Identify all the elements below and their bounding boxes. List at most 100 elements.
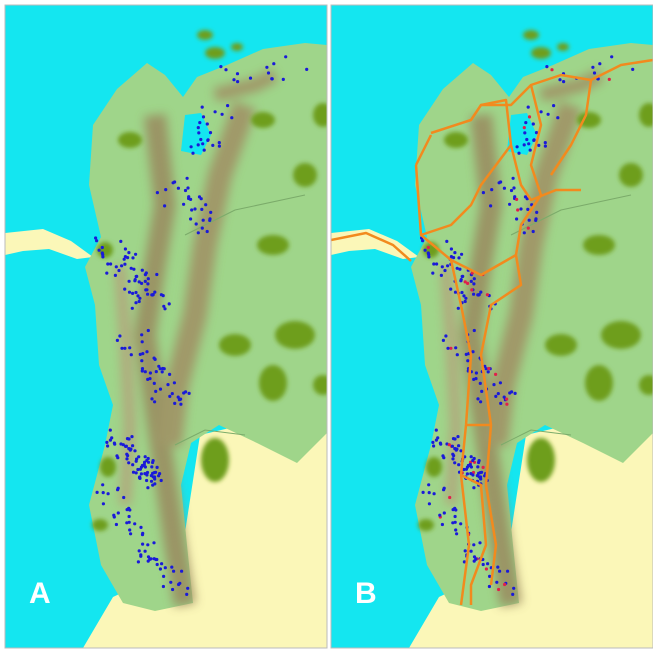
occurrence-point — [138, 300, 141, 303]
base-map — [5, 5, 333, 648]
occurrence-point — [453, 507, 456, 510]
occurrence-point — [131, 292, 134, 295]
occurrence-point — [610, 55, 613, 58]
occurrence-point — [141, 340, 144, 343]
occurrence-point — [127, 507, 130, 510]
occurrence-point — [186, 186, 189, 189]
occurrence-point — [427, 246, 430, 249]
map-figure: A B — [0, 0, 653, 650]
occurrence-point — [156, 191, 159, 194]
occurrence-point — [490, 188, 493, 191]
occurrence-point — [154, 358, 157, 361]
occurrence-point — [172, 570, 175, 573]
occurrence-point — [457, 256, 460, 259]
occurrence-point — [221, 113, 224, 116]
occurrence-point — [197, 231, 200, 234]
occurrence-point — [122, 443, 125, 446]
occurrence-point — [141, 369, 144, 372]
occurrence-point — [168, 395, 171, 398]
occurrence-point — [190, 145, 193, 148]
occurrence-point — [102, 491, 105, 494]
occurrence-point — [109, 262, 112, 265]
occurrence-point — [510, 390, 513, 393]
occurrence-point — [202, 115, 205, 118]
occurrence-point — [163, 307, 166, 310]
occurrence-point — [480, 471, 483, 474]
occurrence-point — [168, 302, 171, 305]
occurrence-point — [486, 562, 489, 565]
occurrence-point — [523, 126, 526, 129]
occurrence-point — [457, 463, 460, 466]
occurrence-point — [496, 566, 499, 569]
occurrence-point — [224, 68, 227, 71]
occurrence-point — [427, 251, 430, 254]
occurrence-point — [135, 471, 138, 474]
occurrence-point — [199, 138, 202, 141]
occurrence-point — [128, 521, 131, 524]
occurrence-point — [145, 271, 148, 274]
occurrence-point — [449, 288, 452, 291]
panel-label: A — [29, 577, 51, 610]
occurrence-point — [163, 204, 166, 207]
occurrence-point — [469, 472, 472, 475]
occurrence-point — [151, 484, 154, 487]
occurrence-point — [173, 381, 176, 384]
occurrence-point — [201, 106, 204, 109]
occurrence-point — [472, 486, 475, 489]
occurrence-point — [139, 555, 142, 558]
occurrence-point — [482, 563, 485, 566]
occurrence-point — [125, 457, 128, 460]
occurrence-point — [532, 230, 535, 233]
occurrence-point — [152, 293, 155, 296]
occurrence-point — [461, 275, 464, 278]
occurrence-point — [159, 567, 162, 570]
occurrence-point — [139, 526, 142, 529]
occurrence-point — [170, 566, 173, 569]
occurrence-point — [519, 207, 522, 210]
occurrence-point — [162, 575, 165, 578]
occurrence-point — [101, 246, 104, 249]
occurrence-point — [443, 487, 446, 490]
occurrence-point — [470, 280, 473, 283]
occurrence-point — [460, 278, 463, 281]
occurrence-point — [144, 550, 147, 553]
occurrence-point — [191, 152, 194, 155]
occurrence-point — [122, 496, 125, 499]
occurrence-point — [524, 121, 527, 124]
occurrence-point — [214, 110, 217, 113]
occurrence-point — [236, 72, 239, 75]
occurrence-point — [115, 265, 118, 268]
occurrence-point — [138, 297, 141, 300]
occurrence-point — [188, 392, 191, 395]
occurrence-point — [439, 443, 442, 446]
occurrence-point — [511, 593, 514, 596]
occurrence-point — [145, 350, 148, 353]
occurrence-point — [421, 239, 424, 242]
occurrence-point — [96, 491, 99, 494]
occurrence-point — [125, 453, 128, 456]
occurrence-point — [148, 557, 151, 560]
occurrence-point — [226, 104, 229, 107]
occurrence-point — [144, 288, 147, 291]
occurrence-point — [488, 585, 491, 588]
occurrence-point — [474, 377, 477, 380]
occurrence-point — [443, 269, 446, 272]
occurrence-point — [506, 570, 509, 573]
occurrence-point — [455, 532, 458, 535]
occurrence-point — [209, 211, 212, 214]
occurrence-point — [477, 461, 480, 464]
occurrence-point — [558, 78, 561, 81]
occurrence-point — [428, 491, 431, 494]
occurrence-point — [457, 444, 460, 447]
occurrence-point — [128, 291, 131, 294]
occurrence-point — [479, 400, 482, 403]
occurrence-point — [164, 566, 167, 569]
occurrence-point — [156, 563, 159, 566]
occurrence-point — [133, 522, 136, 525]
occurrence-point — [545, 65, 548, 68]
occurrence-point — [173, 402, 176, 405]
occurrence-point — [510, 189, 513, 192]
occurrence-point — [140, 359, 143, 362]
occurrence-point — [123, 263, 126, 266]
occurrence-point — [523, 131, 526, 134]
